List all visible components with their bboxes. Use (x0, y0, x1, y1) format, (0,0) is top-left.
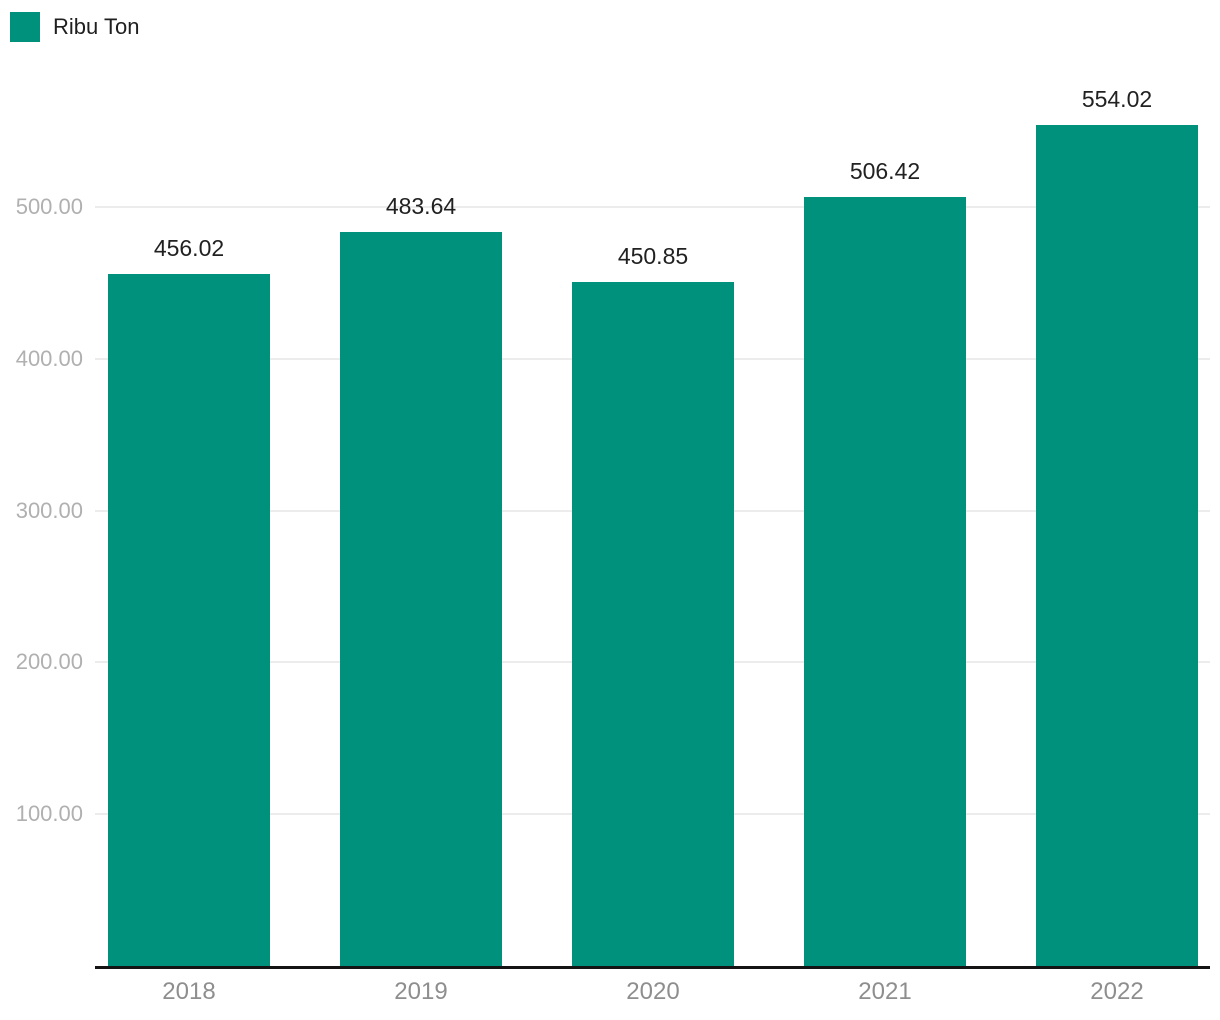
y-tick-label: 500.00 (15, 194, 83, 220)
y-tick-label: 400.00 (15, 345, 83, 371)
legend-swatch (10, 12, 40, 42)
bar-value-label: 506.42 (849, 158, 921, 185)
bar[interactable] (1036, 125, 1198, 966)
bar-value-label: 483.64 (385, 192, 457, 219)
x-tick-label: 2020 (626, 978, 680, 1005)
legend: Ribu Ton (10, 12, 139, 42)
bar-value-label: 450.85 (617, 242, 689, 269)
bar-value-label: 456.02 (153, 234, 225, 261)
legend-item[interactable]: Ribu Ton (10, 12, 139, 42)
x-tick-label: 2018 (162, 978, 216, 1005)
bar[interactable] (108, 273, 270, 966)
bar[interactable] (572, 281, 734, 966)
plot-area: 456.02 483.64 450.85 506.42 554.02 (95, 28, 1210, 966)
y-tick-label: 200.00 (15, 649, 83, 675)
bar[interactable] (340, 231, 502, 966)
y-tick-label: 300.00 (15, 497, 83, 523)
y-axis-labels: 100.00 200.00 300.00 400.00 500.00 (0, 0, 83, 1020)
bar-value-label: 554.02 (1081, 86, 1153, 113)
x-axis-line (95, 966, 1210, 969)
x-tick-label: 2022 (1090, 978, 1144, 1005)
bar[interactable] (804, 197, 966, 966)
x-axis-labels: 2018 2019 2020 2021 2022 (95, 978, 1210, 1008)
y-tick-label: 100.00 (15, 801, 83, 827)
legend-label: Ribu Ton (53, 14, 140, 39)
gridline (95, 206, 1210, 209)
x-tick-label: 2019 (394, 978, 448, 1005)
x-tick-label: 2021 (858, 978, 912, 1005)
